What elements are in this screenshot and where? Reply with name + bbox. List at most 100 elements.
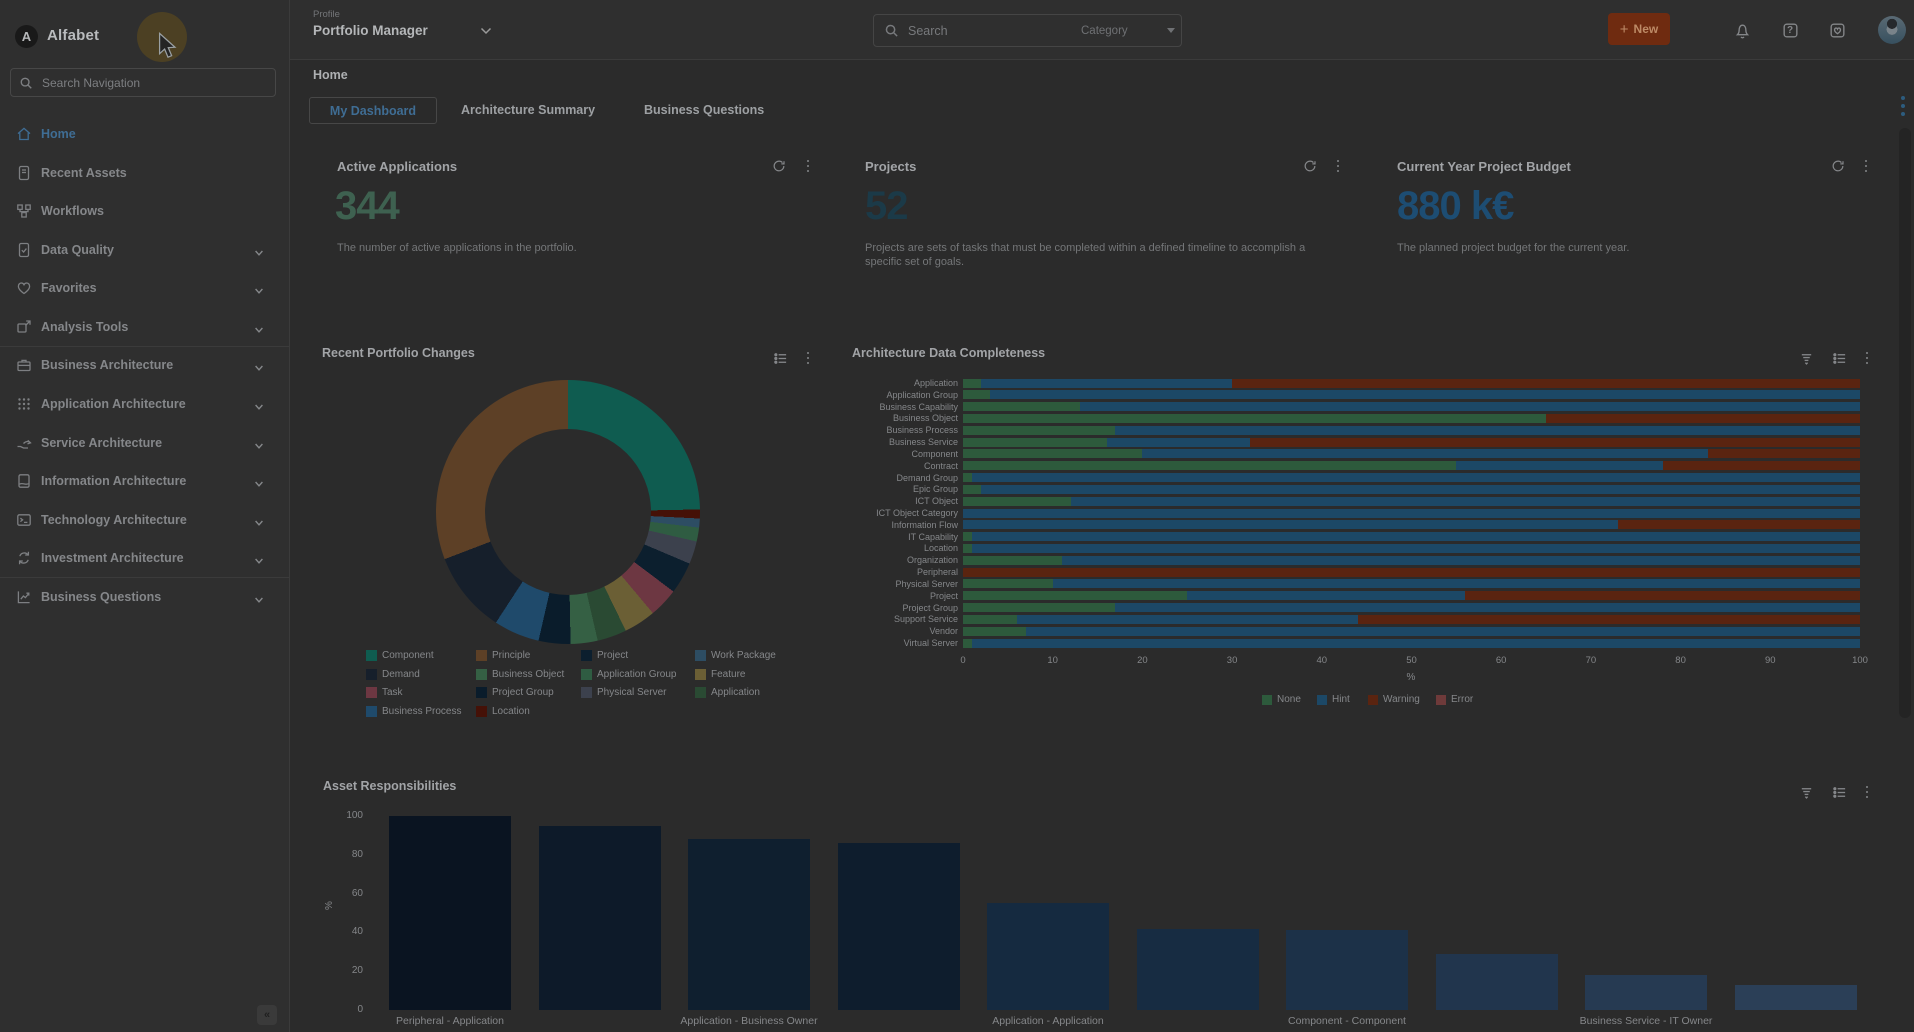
sidebar-search-input[interactable] xyxy=(40,74,275,91)
adc-bar-it-capability[interactable] xyxy=(963,532,1860,542)
adc-bar-component[interactable] xyxy=(963,449,1860,459)
adc-bar-project[interactable] xyxy=(963,591,1860,601)
adc-bar-organization[interactable] xyxy=(963,555,1860,565)
sidebar-item-technology-architecture[interactable]: Technology Architecture xyxy=(0,501,290,539)
adc-bar-project-group[interactable] xyxy=(963,603,1860,613)
scrollbar-thumb[interactable] xyxy=(1899,128,1911,718)
legend-item-project-group[interactable]: Project Group xyxy=(476,687,554,698)
legend-item-physical-server[interactable]: Physical Server xyxy=(581,687,666,698)
notifications-button[interactable] xyxy=(1731,19,1753,41)
adc-bar-business-object[interactable] xyxy=(963,413,1860,423)
adc-bar-application-group[interactable] xyxy=(963,390,1860,400)
kebab-menu-icon[interactable] xyxy=(800,158,816,174)
sidebar-item-home[interactable]: Home xyxy=(0,115,290,153)
ar-bar-unlabeled-7[interactable] xyxy=(1435,953,1558,1010)
ar-bar-unlabeled-3[interactable] xyxy=(837,843,960,1010)
user-avatar[interactable] xyxy=(1878,16,1906,44)
adc-legend-item-error[interactable]: Error xyxy=(1436,694,1473,705)
profile-selector[interactable]: Portfolio Manager xyxy=(313,23,428,38)
sidebar-item-data-quality[interactable]: Data Quality xyxy=(0,231,290,269)
sidebar-item-service-architecture[interactable]: Service Architecture xyxy=(0,424,290,462)
ar-bar-component-component[interactable] xyxy=(1286,930,1408,1010)
sidebar-item-favorites[interactable]: Favorites xyxy=(0,269,290,307)
adc-bar-information-flow[interactable] xyxy=(963,520,1860,530)
adc-bar-business-service[interactable] xyxy=(963,437,1860,447)
sidebar-item-business-questions[interactable]: Business Questions xyxy=(0,578,290,616)
sidebar-item-workflows[interactable]: Workflows xyxy=(0,192,290,230)
legend-item-task[interactable]: Task xyxy=(366,687,403,698)
filter-icon[interactable] xyxy=(1798,784,1814,800)
chevron-down-icon[interactable] xyxy=(480,27,492,35)
ar-bar-business-service-it-owner[interactable] xyxy=(1585,975,1707,1010)
tab-my-dashboard[interactable]: My Dashboard xyxy=(309,97,437,124)
adc-bar-business-process[interactable] xyxy=(963,425,1860,435)
adc-bar-epic-group[interactable] xyxy=(963,484,1860,494)
legend-item-business-process[interactable]: Business Process xyxy=(366,705,461,717)
sidebar-collapse-button[interactable]: « xyxy=(257,1005,277,1025)
adc-legend-item-none[interactable]: None xyxy=(1262,694,1301,705)
ar-bar-unlabeled-9[interactable] xyxy=(1734,984,1857,1010)
sidebar-item-information-architecture[interactable]: Information Architecture xyxy=(0,462,290,500)
sidebar-item-investment-architecture[interactable]: Investment Architecture xyxy=(0,539,290,577)
sidebar-search[interactable] xyxy=(10,68,276,97)
adc-bar-peripheral[interactable] xyxy=(963,567,1860,577)
legend-item-component[interactable]: Component xyxy=(366,650,434,661)
help-button[interactable]: ? xyxy=(1779,19,1801,41)
ar-bar-peripheral-application[interactable] xyxy=(389,816,511,1010)
adc-bar-ict-object-category[interactable] xyxy=(963,508,1860,518)
legend-item-work-package[interactable]: Work Package xyxy=(695,650,776,661)
legend-item-application[interactable]: Application xyxy=(695,687,760,698)
adc-bar-business-capability[interactable] xyxy=(963,402,1860,412)
refresh-icon[interactable] xyxy=(1830,158,1846,174)
adc-bar-support-service[interactable] xyxy=(963,614,1860,624)
kebab-menu-icon[interactable] xyxy=(1859,350,1875,366)
ar-bar-application-application[interactable] xyxy=(987,903,1109,1010)
kebab-menu-icon[interactable] xyxy=(1330,158,1346,174)
sidebar-item-application-architecture[interactable]: Application Architecture xyxy=(0,385,290,423)
legend-item-application-group[interactable]: Application Group xyxy=(581,668,677,680)
new-button[interactable]: + New xyxy=(1608,13,1670,45)
kebab-menu-icon[interactable] xyxy=(1858,158,1874,174)
adc-bar-virtual-server[interactable] xyxy=(963,638,1860,648)
legend-item-business-object[interactable]: Business Object xyxy=(476,668,564,680)
adc-segment-hint xyxy=(971,543,1860,553)
chevron-down-icon xyxy=(254,476,264,494)
legend-item-feature[interactable]: Feature xyxy=(695,668,745,680)
alfabet-logo-icon: A xyxy=(15,25,38,48)
adc-bar-ict-object[interactable] xyxy=(963,496,1860,506)
sidebar-item-analysis-tools[interactable]: Analysis Tools xyxy=(0,308,290,346)
global-search[interactable]: Category xyxy=(873,14,1182,47)
legend-list-icon[interactable] xyxy=(1831,784,1847,800)
tab-business-questions[interactable]: Business Questions xyxy=(644,103,765,117)
kebab-menu-icon[interactable] xyxy=(1859,784,1875,800)
kebab-menu-icon[interactable] xyxy=(800,350,816,366)
breadcrumb[interactable]: Home xyxy=(313,68,348,82)
adc-bar-contract[interactable] xyxy=(963,461,1860,471)
refresh-icon[interactable] xyxy=(771,158,787,174)
favorites-button[interactable] xyxy=(1826,19,1848,41)
legend-item-project[interactable]: Project xyxy=(581,650,628,661)
filter-icon[interactable] xyxy=(1798,350,1814,366)
sidebar-item-recent-assets[interactable]: Recent Assets xyxy=(0,154,290,192)
legend-item-location[interactable]: Location xyxy=(476,705,530,717)
category-dropdown[interactable]: Category xyxy=(1081,24,1128,37)
page-kebab-menu-icon[interactable] xyxy=(1901,96,1905,116)
adc-bar-location[interactable] xyxy=(963,543,1860,553)
adc-bar-demand-group[interactable] xyxy=(963,473,1860,483)
adc-bar-application[interactable] xyxy=(963,378,1860,388)
adc-legend-item-hint[interactable]: Hint xyxy=(1317,694,1350,705)
legend-list-icon[interactable] xyxy=(772,350,788,366)
adc-legend-item-warning[interactable]: Warning xyxy=(1368,694,1420,705)
tab-architecture-summary[interactable]: Architecture Summary xyxy=(461,103,596,117)
legend-item-principle[interactable]: Principle xyxy=(476,650,530,661)
refresh-icon[interactable] xyxy=(1302,158,1318,174)
legend-list-icon[interactable] xyxy=(1831,350,1847,366)
ar-bar-unlabeled-1[interactable] xyxy=(538,825,661,1010)
adc-bar-physical-server[interactable] xyxy=(963,579,1860,589)
global-search-input[interactable] xyxy=(906,22,1050,39)
legend-item-demand[interactable]: Demand xyxy=(366,668,420,680)
sidebar-item-business-architecture[interactable]: Business Architecture xyxy=(0,346,290,384)
ar-bar-unlabeled-5[interactable] xyxy=(1136,928,1259,1010)
adc-bar-vendor[interactable] xyxy=(963,626,1860,636)
ar-bar-application-business-owner[interactable] xyxy=(688,839,810,1010)
